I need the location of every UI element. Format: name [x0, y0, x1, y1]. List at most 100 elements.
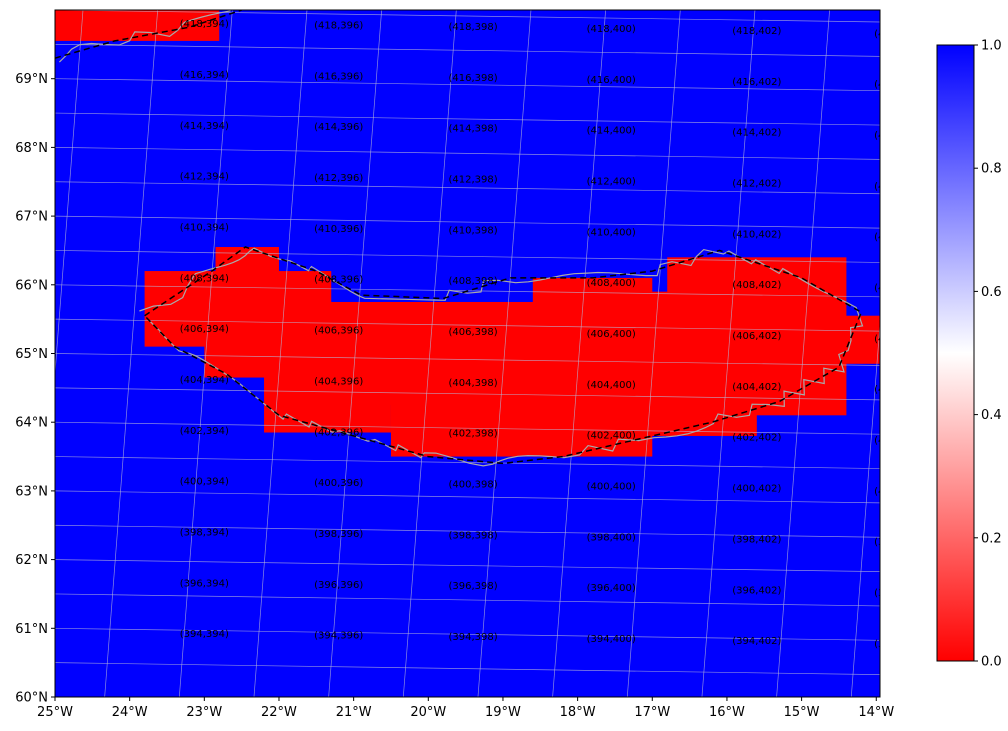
colorbar-tick-label: 1.0 — [981, 39, 1002, 54]
y-tick-label: 65°N — [15, 347, 48, 362]
cell-label: (416,402) — [732, 77, 781, 88]
cell-label: (402,398) — [449, 429, 498, 440]
y-tick-label: 64°N — [15, 416, 48, 431]
cell-label: (414,402) — [732, 128, 781, 139]
cell-label: (410,396) — [314, 224, 363, 235]
cell-label: (400,404) — [874, 486, 923, 497]
red-cells-layer — [55, 10, 880, 457]
graticule-line — [552, 10, 606, 697]
cell-label: (404,398) — [449, 378, 498, 389]
x-tick-label: 17°W — [634, 705, 670, 720]
graticule-line — [55, 421, 880, 435]
cell-label: (394,400) — [587, 634, 636, 645]
cell-label: (416,394) — [180, 70, 229, 81]
x-tick-label: 25°W — [37, 705, 73, 720]
colorbar-tick-label: 0.2 — [981, 531, 1002, 546]
cell-label: (404,400) — [587, 380, 636, 391]
x-tick-label: 20°W — [410, 705, 446, 720]
y-tick-label: 63°N — [15, 484, 48, 499]
cell-label: (412,394) — [180, 172, 229, 183]
cell-label: (406,400) — [587, 329, 636, 340]
graticule-line — [55, 593, 880, 607]
cell-label: (412,404) — [874, 181, 923, 192]
graticule-line — [402, 10, 457, 697]
cell-label: (402,404) — [874, 435, 923, 446]
cell-label: (398,398) — [449, 530, 498, 541]
cell-label: (416,400) — [587, 75, 636, 86]
graticule-line — [55, 78, 880, 92]
dashed-outline — [55, 10, 863, 465]
cell-label: (414,396) — [314, 122, 363, 133]
y-tick-label: 60°N — [15, 691, 48, 706]
cell-label: (394,398) — [449, 632, 498, 643]
cell-label: (402,400) — [587, 431, 636, 442]
x-axis-ticks: 25°W 24°W 23°W 22°W 21°W 20°W 19°W 18°W 17°W 16°W… — [37, 697, 894, 720]
graticule-line — [253, 10, 308, 697]
colorbar-gradient — [936, 44, 975, 662]
outline-path — [55, 10, 242, 59]
cell-label: (398,400) — [587, 532, 636, 543]
x-tick-label: 23°W — [186, 705, 222, 720]
red-cell — [264, 360, 391, 433]
graticule-line — [477, 10, 532, 697]
y-tick-label: 66°N — [15, 278, 48, 293]
red-cell — [838, 315, 880, 364]
cell-label: (400,400) — [587, 482, 636, 493]
cell-label: (396,400) — [587, 583, 636, 594]
cell-label: (410,398) — [449, 225, 498, 236]
red-cell — [756, 291, 839, 388]
cell-label: (394,402) — [732, 636, 781, 647]
cell-label: (404,404) — [874, 385, 923, 396]
graticule-line — [55, 250, 880, 263]
cell-label: (412,398) — [449, 174, 498, 185]
y-tick-label: 68°N — [15, 141, 48, 156]
outline-path — [144, 246, 863, 465]
cell-label: (398,394) — [180, 528, 229, 539]
cell-label: (408,400) — [587, 278, 636, 289]
graticule-line — [55, 318, 880, 332]
graticule-line — [55, 147, 880, 160]
colorbar-tick-label: 0.6 — [981, 285, 1002, 300]
graticule-line — [850, 320, 880, 697]
x-tick-label: 18°W — [560, 705, 596, 720]
cell-label: (408,394) — [180, 273, 229, 284]
cell-labels: (418,394) (418,396) (418,398) (418,400) (418… — [180, 19, 923, 650]
colorbar-tick-label: 0.8 — [981, 162, 1002, 177]
cell-label: (402,396) — [314, 427, 363, 438]
x-tick-label: 22°W — [261, 705, 297, 720]
colorbar-ticks: 0.0 0.2 0.4 0.6 0.8 1.0 — [974, 39, 1002, 670]
graticule-line — [55, 627, 880, 641]
graticule-line — [55, 490, 880, 504]
y-tick-label: 69°N — [15, 72, 48, 87]
cell-label: (402,394) — [180, 426, 229, 437]
cell-label: (412,396) — [314, 173, 363, 184]
graticule-line — [776, 10, 830, 697]
cell-label: (404,402) — [732, 382, 781, 393]
cell-label: (416,404) — [874, 80, 923, 91]
cell-label: (400,396) — [314, 478, 363, 489]
cell-label: (408,404) — [874, 283, 923, 294]
graticule-line — [328, 10, 382, 697]
graticule-line — [55, 696, 80, 697]
cell-label: (410,404) — [874, 232, 923, 243]
graticule-line — [55, 44, 880, 57]
cell-label: (402,402) — [732, 433, 781, 444]
cell-label: (406,394) — [180, 324, 229, 335]
cell-label: (414,394) — [180, 121, 229, 132]
cell-label: (416,396) — [314, 71, 363, 82]
cell-label: (396,396) — [314, 580, 363, 591]
cell-label: (412,400) — [587, 176, 636, 187]
cell-label: (400,394) — [180, 477, 229, 488]
cell-label: (406,404) — [874, 334, 923, 345]
x-tick-label: 19°W — [485, 705, 521, 720]
colorbar-tick-label: 0.0 — [981, 655, 1002, 670]
graticule-line — [55, 10, 880, 23]
graticule-line — [55, 112, 880, 126]
colorbar: 0.0 0.2 0.4 0.6 0.8 1.0 — [936, 39, 1002, 670]
graticule-line — [626, 10, 681, 697]
cell-label: (396,394) — [180, 578, 229, 589]
cell-label: (398,396) — [314, 529, 363, 540]
y-axis-ticks: 60°N 61°N 62°N 63°N 64°N 65°N 66°N 67°N 68°N 69°N — [15, 72, 55, 706]
graticule-line — [55, 181, 880, 195]
